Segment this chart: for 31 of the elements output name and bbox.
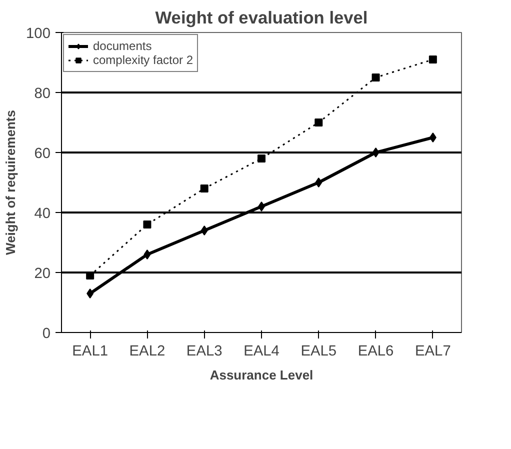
point xyxy=(143,220,152,228)
legend-label: complexity factor 2 xyxy=(93,53,194,67)
point xyxy=(372,148,380,158)
x-tick-label: EAL3 xyxy=(186,344,222,360)
x-tick-label: EAL2 xyxy=(129,344,166,360)
x-tick-label: EAL4 xyxy=(244,344,280,360)
x-tick-label: EAL5 xyxy=(300,344,337,360)
point xyxy=(200,226,208,236)
y-tick-label: 80 xyxy=(34,86,51,102)
chart-title: Weight of evaluation level xyxy=(155,8,368,28)
x-axis-title: Assurance Level xyxy=(210,368,314,382)
point xyxy=(315,178,322,188)
point xyxy=(258,154,266,162)
point xyxy=(200,184,208,192)
point xyxy=(372,74,380,82)
y-tick-label: 0 xyxy=(42,326,51,342)
point xyxy=(314,118,323,126)
legend-label: documents xyxy=(93,39,152,53)
x-tick-label: EAL6 xyxy=(358,344,394,360)
x-tick-label: EAL7 xyxy=(415,344,451,360)
point xyxy=(86,288,94,298)
y-tick-label: 100 xyxy=(26,26,51,42)
y-axis-title: Weight of requirements xyxy=(3,110,18,255)
y-tick-label: 60 xyxy=(34,146,51,162)
point xyxy=(258,202,265,212)
x-tick-label: EAL1 xyxy=(72,344,108,360)
y-tick-label: 40 xyxy=(34,206,51,222)
point xyxy=(428,56,437,64)
point xyxy=(429,132,436,142)
point xyxy=(144,250,151,260)
y-tick-label: 20 xyxy=(34,266,51,282)
